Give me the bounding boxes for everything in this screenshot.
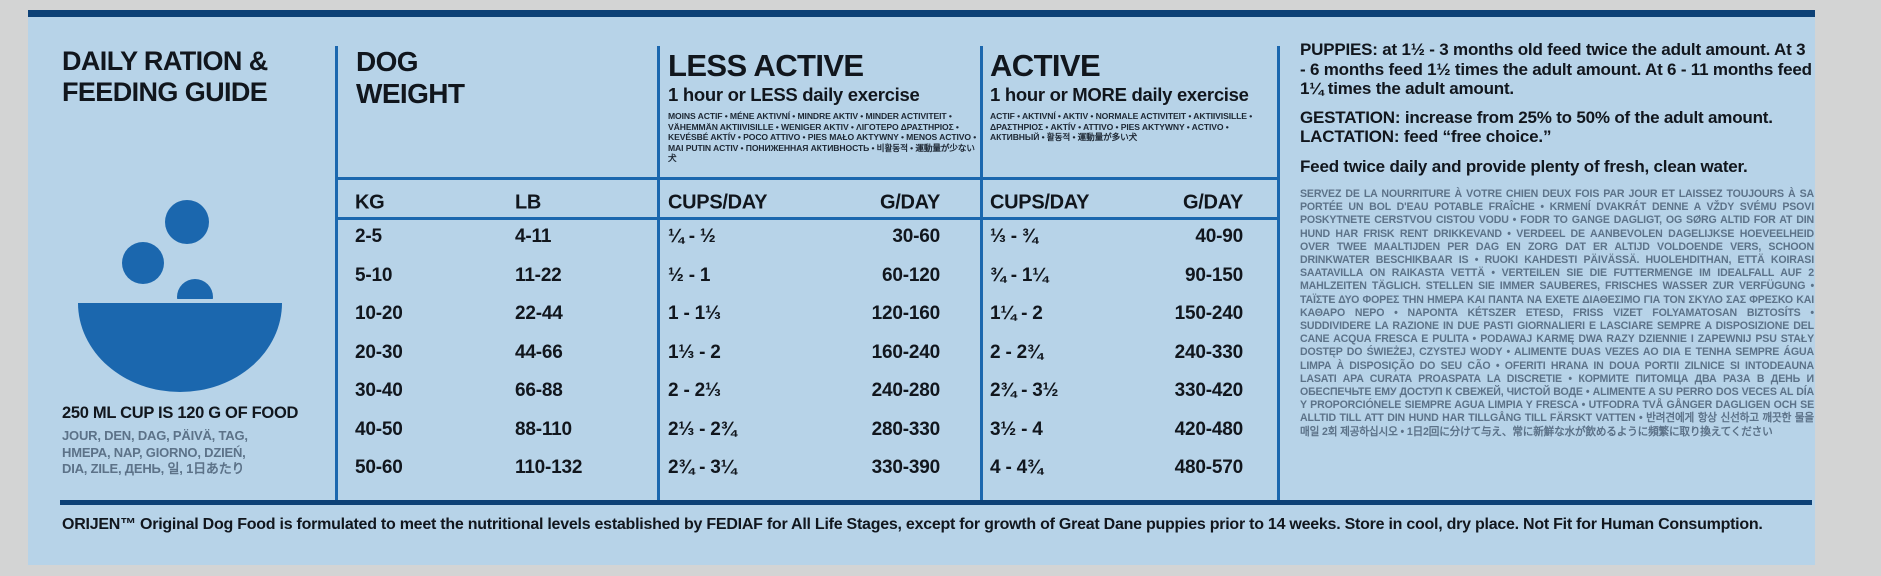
header-divider — [335, 177, 1280, 180]
dog-weight-header: DOG WEIGHT — [356, 46, 465, 110]
table-row: 5-10 11-22 ½ - 1 60-120 ¾ - 1¼ 90-150 — [28, 257, 1815, 296]
col-header-lessactive-grams: G/DAY — [879, 191, 940, 214]
cell-a_cups: 4 - 4¾ — [990, 457, 1043, 479]
cell-la_cups: 2¾ - 3¼ — [668, 457, 737, 479]
less-active-title: LESS ACTIVE — [668, 48, 864, 83]
table-row: 50-60 110-132 2¾ - 3¼ 330-390 4 - 4¾ 480-570 — [28, 449, 1815, 488]
cell-la_cups: ½ - 1 — [668, 264, 711, 286]
cell-kg: 50-60 — [355, 457, 403, 479]
dog-weight-header-line2: WEIGHT — [356, 78, 465, 109]
footer-divider — [60, 500, 1812, 505]
cell-kg: 30-40 — [355, 380, 403, 402]
active-translations: ACTIF • AKTIVNÍ • AKTIV • NORMALE ACTIVI… — [990, 111, 1253, 143]
cell-lb: 22-44 — [515, 303, 563, 325]
cell-a_g: 40-90 — [1195, 226, 1243, 248]
cell-la_g: 280-330 — [871, 418, 941, 440]
cell-a_cups: 3½ - 4 — [990, 418, 1043, 440]
cup-measure-note: 250 ML CUP IS 120 G OF FOOD — [62, 404, 299, 422]
cell-lb: 110-132 — [515, 457, 583, 479]
active-subtitle: 1 hour or MORE daily exercise — [990, 84, 1249, 105]
day-translations: JOUR, DEN, DAG, PÄIVÄ, TAG, HMEPA, NAP, … — [62, 428, 248, 476]
cell-lb: 11-22 — [515, 264, 562, 286]
feeding-notes: PUPPIES: at 1½ - 3 months old feed twice… — [1300, 40, 1814, 176]
cell-a_cups: 1¼ - 2 — [990, 303, 1043, 325]
col-header-lessactive-cups: CUPS/DAY — [668, 191, 768, 214]
page-title: DAILY RATION & FEEDING GUIDE — [62, 46, 268, 108]
cell-la_g: 60-120 — [882, 264, 940, 286]
top-accent-band — [28, 10, 1815, 17]
lactation-label: LACTATION: — [1300, 127, 1400, 146]
table-row: 20-30 44-66 1⅓ - 2 160-240 2 - 2¾ 240-330 — [28, 334, 1815, 373]
gestation-text: increase from 25% to 50% of the adult am… — [1400, 107, 1773, 127]
cell-la_cups: 1 - 1⅓ — [668, 303, 721, 325]
cell-a_cups: ¾ - 1¼ — [990, 264, 1048, 286]
cell-la_g: 330-390 — [871, 457, 941, 479]
cell-lb: 88-110 — [515, 418, 572, 440]
cell-kg: 10-20 — [355, 303, 403, 325]
cell-a_cups: 2 - 2¾ — [990, 341, 1043, 363]
cell-lb: 4-11 — [515, 226, 552, 248]
table-rows: 2-5 4-11 ¼ - ½ 30-60 ⅓ - ¾ 40-90 5-10 11-22 ½ - … — [28, 218, 1815, 488]
column-divider — [335, 46, 338, 502]
table-row: 30-40 66-88 2 - 2⅓ 240-280 2¾ - 3½ 330-420 — [28, 372, 1815, 411]
disclaimer: ORIJEN™ Original Dog Food is formulated … — [62, 516, 1763, 533]
cell-kg: 20-30 — [355, 341, 403, 363]
cell-lb: 44-66 — [515, 341, 563, 363]
table-row: 40-50 88-110 2⅓ - 2¾ 280-330 3½ - 4 420-480 — [28, 411, 1815, 450]
gestation-label: GESTATION: — [1300, 107, 1401, 127]
cell-a_g: 90-150 — [1185, 264, 1243, 286]
cell-la_g: 30-60 — [892, 226, 940, 248]
cell-kg: 2-5 — [355, 226, 382, 248]
cell-la_cups: 1⅓ - 2 — [668, 341, 721, 363]
water-note: Feed twice daily and provide plenty of f… — [1300, 156, 1748, 176]
lactation-text: feed “free choice.” — [1399, 127, 1552, 146]
feeding-guide-panel: DAILY RATION & FEEDING GUIDE 250 ML CUP … — [28, 10, 1815, 565]
puppies-text: at 1½ - 3 months old feed twice the adul… — [1300, 40, 1812, 98]
multilingual-feeding-paragraph: SERVEZ DE LA NOURRITURE À VOTRE CHIEN DE… — [1300, 188, 1814, 438]
less-active-header: LESS ACTIVE 1 hour or LESS daily exercis… — [668, 50, 980, 164]
cell-kg: 5-10 — [355, 264, 393, 286]
table-row: 10-20 22-44 1 - 1⅓ 120-160 1¼ - 2 150-240 — [28, 295, 1815, 334]
col-header-lb: LB — [515, 191, 542, 214]
subheader-divider — [335, 217, 1280, 220]
dog-weight-header-line1: DOG — [356, 46, 419, 77]
page-title-line1: DAILY RATION & — [62, 46, 268, 76]
cell-a_cups: 2¾ - 3½ — [990, 380, 1059, 402]
cell-a_g: 330-420 — [1174, 380, 1244, 402]
column-divider — [1277, 46, 1280, 502]
col-header-active-cups: CUPS/DAY — [990, 191, 1090, 214]
table-row: 2-5 4-11 ¼ - ½ 30-60 ⅓ - ¾ 40-90 — [28, 218, 1815, 257]
less-active-translations: MOINS ACTIF • MÉNE AKTIVNÍ • MINDRE AKTI… — [668, 111, 977, 164]
column-divider — [980, 46, 983, 502]
cell-a_cups: ⅓ - ¾ — [990, 226, 1038, 248]
cell-la_g: 240-280 — [871, 380, 941, 402]
col-header-kg: KG — [355, 191, 385, 214]
active-title: ACTIVE — [990, 48, 1101, 83]
col-header-active-grams: G/DAY — [1182, 191, 1243, 214]
cell-a_g: 480-570 — [1174, 457, 1244, 479]
page-title-line2: FEEDING GUIDE — [62, 77, 268, 107]
cell-a_g: 420-480 — [1174, 418, 1244, 440]
cell-kg: 40-50 — [355, 418, 403, 440]
puppies-note: PUPPIES: at 1½ - 3 months old feed twice… — [1300, 40, 1814, 99]
cell-la_cups: ¼ - ½ — [668, 226, 716, 248]
cell-la_cups: 2⅓ - 2¾ — [668, 418, 737, 440]
active-header: ACTIVE 1 hour or MORE daily exercise ACT… — [990, 50, 1280, 143]
cell-lb: 66-88 — [515, 380, 563, 402]
cell-la_cups: 2 - 2⅓ — [668, 380, 721, 402]
cell-a_g: 150-240 — [1174, 303, 1244, 325]
column-divider — [657, 46, 660, 502]
cell-la_g: 120-160 — [871, 303, 941, 325]
cell-la_g: 160-240 — [871, 341, 941, 363]
food-bowl-icon — [78, 200, 282, 392]
puppies-label: PUPPIES: — [1300, 40, 1378, 59]
cell-a_g: 240-330 — [1174, 341, 1244, 363]
gestation-note: GESTATION: increase from 25% to 50% of t… — [1300, 108, 1814, 128]
less-active-subtitle: 1 hour or LESS daily exercise — [668, 84, 920, 105]
lactation-note: LACTATION: feed “free choice.” — [1300, 127, 1814, 147]
